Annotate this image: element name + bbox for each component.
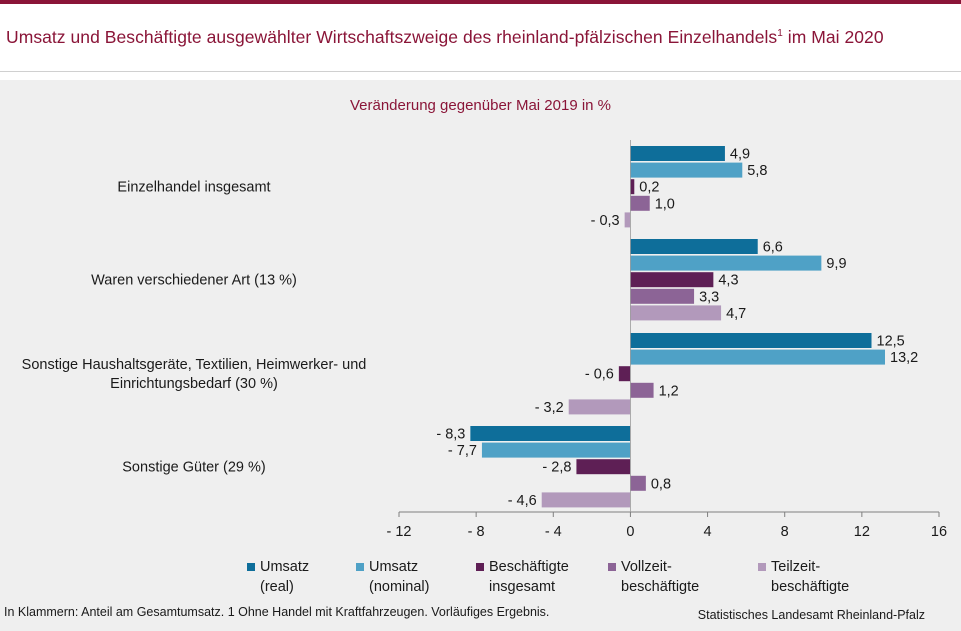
x-tick-label: 12 — [854, 524, 870, 540]
data-label: 12,5 — [877, 334, 905, 350]
data-label: 0,2 — [639, 180, 659, 196]
data-label: - 0,3 — [591, 213, 620, 229]
x-tick-label: 0 — [626, 524, 634, 540]
legend-label: insgesamt — [489, 579, 556, 595]
x-tick-label: - 8 — [468, 524, 485, 540]
category-label: Sonstige Güter (29 %) — [122, 460, 265, 476]
data-label: 0,8 — [651, 476, 671, 492]
footnote: In Klammern: Anteil am Gesamtumsatz. 1 O… — [4, 605, 550, 619]
data-label: 4,9 — [730, 147, 750, 163]
chart-legend: Umsatz (real) Umsatz (nominal) Beschäftigte i… — [0, 557, 961, 597]
legend-label: Vollzeit- — [621, 559, 672, 575]
chart-subtitle: Veränderung gegenüber Mai 2019 in % — [349, 97, 612, 114]
bar-teilzeitbesch-ftigte — [541, 492, 631, 508]
header-divider — [0, 71, 961, 72]
data-label: 3,3 — [699, 289, 719, 305]
x-tick-label: 4 — [704, 524, 712, 540]
legend-label: beschäftigte — [771, 579, 850, 595]
data-label: - 8,3 — [436, 427, 465, 443]
data-label: 1,2 — [659, 383, 679, 399]
x-tick-label: 8 — [781, 524, 789, 540]
data-label: 6,6 — [763, 240, 783, 256]
data-label: 5,8 — [747, 163, 767, 179]
legend-label: Beschäftigte — [489, 559, 569, 575]
bar-besch-ftigte-insgesamt — [630, 179, 635, 195]
bar-umsatz-nominal- — [630, 349, 885, 365]
data-label: 4,3 — [718, 273, 738, 289]
data-label: - 4,6 — [508, 493, 537, 509]
legend-swatch — [476, 563, 484, 571]
bar-besch-ftigte-insgesamt — [630, 272, 714, 288]
data-label: 1,0 — [655, 196, 675, 212]
bar-umsatz-real- — [630, 333, 872, 348]
data-label: - 3,2 — [535, 400, 564, 416]
x-tick-label: 16 — [931, 524, 947, 540]
legend-swatch — [356, 563, 364, 571]
bar-vollzeitbesch-ftigte — [630, 288, 695, 304]
legend-label: (real) — [260, 579, 294, 595]
bar-besch-ftigte-insgesamt — [618, 366, 631, 382]
data-label: 9,9 — [826, 256, 846, 272]
chart-title: Umsatz und Beschäftigte ausgewählter Wir… — [6, 27, 884, 47]
category-label: Waren verschiedener Art (13 %) — [91, 273, 297, 289]
legend-label: beschäftigte — [621, 579, 700, 595]
legend-label: Teilzeit- — [771, 559, 821, 575]
data-label: 13,2 — [890, 350, 918, 366]
bar-teilzeitbesch-ftigte — [630, 305, 722, 321]
category-label: Sonstige Haushaltsgeräte, Textilien, Hei… — [22, 357, 367, 373]
bar-besch-ftigte-insgesamt — [576, 459, 631, 475]
x-tick-label: - 12 — [387, 524, 412, 540]
legend-label: Umsatz — [369, 559, 419, 575]
top-accent-line — [0, 0, 961, 4]
bar-umsatz-nominal- — [630, 162, 743, 178]
category-label: Einrichtungsbedarf (30 %) — [110, 376, 278, 392]
bar-vollzeitbesch-ftigte — [630, 382, 654, 398]
legend-swatch — [608, 563, 616, 571]
bar-vollzeitbesch-ftigte — [630, 195, 650, 211]
bar-umsatz-real- — [470, 426, 631, 441]
data-label: - 0,6 — [585, 367, 614, 383]
legend-swatch — [247, 563, 255, 571]
x-tick-label: - 4 — [545, 524, 562, 540]
bar-umsatz-real- — [630, 239, 758, 254]
category-label: Einzelhandel insgesamt — [117, 180, 270, 196]
bar-vollzeitbesch-ftigte — [630, 475, 646, 491]
bar-teilzeitbesch-ftigte — [568, 399, 631, 415]
bar-umsatz-nominal- — [630, 255, 822, 271]
bar-umsatz-real- — [630, 146, 725, 161]
legend-label: Umsatz — [260, 559, 310, 575]
legend-swatch — [758, 563, 766, 571]
legend-label: (nominal) — [369, 579, 430, 595]
bar-teilzeitbesch-ftigte — [624, 212, 631, 228]
data-label: - 2,8 — [542, 460, 571, 476]
data-label: - 7,7 — [448, 443, 477, 459]
bar-umsatz-nominal- — [481, 442, 631, 458]
data-label: 4,7 — [726, 306, 746, 322]
source-note: Statistisches Landesamt Rheinland-Pfalz — [697, 608, 925, 622]
